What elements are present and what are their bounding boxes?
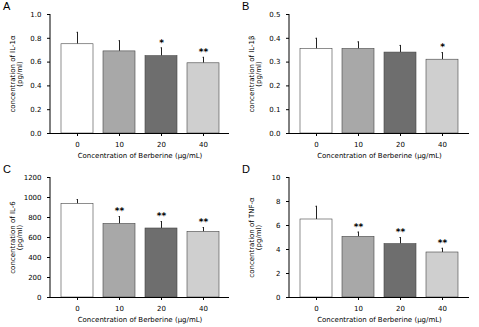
svg-text:10: 10 — [272, 174, 281, 182]
svg-text:1000: 1000 — [24, 194, 42, 202]
svg-text:2: 2 — [276, 270, 280, 278]
svg-text:1.0: 1.0 — [30, 11, 41, 19]
svg-text:0.5: 0.5 — [269, 11, 280, 19]
html-text:C: C — [3, 163, 11, 175]
svg-text:0.8: 0.8 — [30, 35, 41, 43]
svg-text:0: 0 — [314, 305, 318, 313]
svg-text:400: 400 — [28, 254, 41, 262]
svg-text:**: ** — [115, 206, 125, 216]
svg-text:600: 600 — [28, 234, 41, 242]
svg-text:0.0: 0.0 — [30, 130, 41, 138]
svg-text:40: 40 — [438, 305, 447, 313]
svg-text:10: 10 — [354, 305, 363, 313]
svg-text:10: 10 — [115, 305, 124, 313]
svg-text:Concentration of Berberine (μg: Concentration of Berberine (μg/mL) — [78, 152, 203, 160]
svg-text:**: ** — [199, 47, 209, 57]
svg-text:0.4: 0.4 — [269, 35, 281, 43]
svg-text:8: 8 — [276, 198, 280, 206]
svg-text:0: 0 — [75, 305, 79, 313]
html-text:B: B — [242, 0, 250, 12]
svg-text:Concentration of Berberine (μg: Concentration of Berberine (μg/mL) — [317, 152, 442, 160]
svg-text:0: 0 — [314, 141, 318, 149]
svg-text:concentration of IL-1α(pg/ml): concentration of IL-1α(pg/ml) — [9, 35, 24, 112]
svg-text:40: 40 — [438, 141, 447, 149]
svg-text:0.2: 0.2 — [269, 82, 280, 90]
svg-text:10: 10 — [354, 141, 363, 149]
html-text:D: D — [242, 163, 250, 175]
svg-text:**: ** — [438, 238, 448, 248]
svg-text:20: 20 — [157, 141, 166, 149]
svg-text:800: 800 — [28, 214, 41, 222]
svg-text:0.3: 0.3 — [269, 58, 280, 66]
svg-text:0.1: 0.1 — [269, 106, 280, 114]
svg-text:**: ** — [396, 227, 406, 237]
svg-text:concentration of IL-6(pg/ml): concentration of IL-6(pg/ml) — [9, 201, 24, 274]
svg-text:concentration of TNF-α(pg/ml): concentration of TNF-α(pg/ml) — [248, 197, 263, 278]
svg-text:0.6: 0.6 — [30, 58, 42, 66]
svg-text:4: 4 — [276, 246, 281, 254]
svg-text:**: ** — [199, 217, 209, 227]
svg-text:**: ** — [157, 211, 167, 221]
svg-text:20: 20 — [157, 305, 166, 313]
svg-text:Concentration of Berberine (μg: Concentration of Berberine (μg/mL) — [317, 316, 442, 324]
svg-text:6: 6 — [276, 222, 281, 230]
svg-text:0.2: 0.2 — [30, 106, 41, 114]
svg-text:0: 0 — [75, 141, 79, 149]
svg-text:concentration of IL-1β(pg/ml): concentration of IL-1β(pg/ml) — [248, 36, 263, 113]
svg-text:0: 0 — [37, 294, 41, 302]
svg-text:*: * — [440, 42, 445, 52]
svg-text:40: 40 — [199, 141, 208, 149]
svg-text:200: 200 — [28, 274, 41, 282]
svg-text:*: * — [159, 38, 164, 48]
svg-text:Concentration of Berberine (μg: Concentration of Berberine (μg/mL) — [78, 316, 203, 324]
svg-text:20: 20 — [396, 141, 405, 149]
svg-text:10: 10 — [115, 141, 124, 149]
html-text:A: A — [3, 0, 11, 12]
svg-text:1200: 1200 — [24, 174, 42, 182]
svg-text:40: 40 — [199, 305, 208, 313]
svg-text:0.0: 0.0 — [269, 130, 280, 138]
svg-text:0: 0 — [276, 294, 280, 302]
svg-text:20: 20 — [396, 305, 405, 313]
svg-text:**: ** — [354, 222, 364, 232]
svg-text:0.4: 0.4 — [30, 82, 42, 90]
